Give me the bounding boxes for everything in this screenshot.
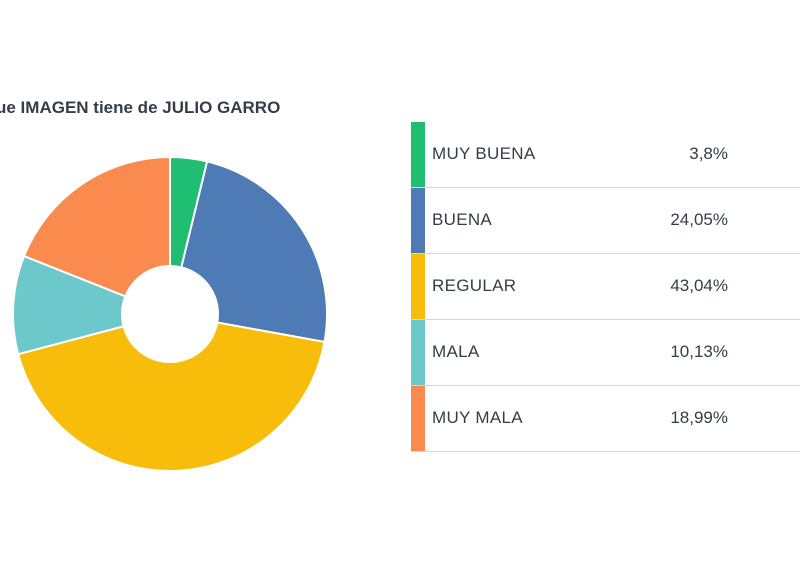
legend-value-regular: 43,04%: [670, 276, 728, 295]
legend-value-buena: 24,05%: [670, 210, 728, 229]
legend-row-muy-buena: MUY BUENA 3,8%: [411, 122, 800, 188]
legend-value-mala: 10,13%: [670, 342, 728, 361]
legend-label-muy-buena: MUY BUENA: [432, 144, 536, 163]
legend-row-muy-mala: MUY MALA 18,99%: [411, 386, 800, 452]
donut-slice-regular: [16, 321, 326, 472]
legend-swatch-mala: [411, 320, 425, 385]
legend-row-regular: REGULAR 43,04%: [411, 254, 800, 320]
legend-label-mala: MALA: [432, 342, 480, 361]
legend-row-mala: MALA 10,13%: [411, 320, 800, 386]
legend-swatch-muy-buena: [411, 122, 425, 187]
legend-label-regular: REGULAR: [432, 276, 517, 295]
legend-swatch-buena: [411, 188, 425, 253]
legend-value-muy-mala: 18,99%: [670, 408, 728, 427]
legend-table: MUY BUENA 3,8% BUENA 24,05% REGULAR 43,0…: [411, 122, 800, 452]
donut-slice-muy-mala: [22, 155, 171, 298]
legend-label-buena: BUENA: [432, 210, 493, 229]
legend-value-muy-buena: 3,8%: [689, 144, 728, 163]
chart-title: ue IMAGEN tiene de JULIO GARRO: [0, 98, 281, 117]
legend-row-buena: BUENA 24,05%: [411, 188, 800, 254]
legend-label-muy-mala: MUY MALA: [432, 408, 523, 427]
donut-slice-buena: [180, 160, 328, 344]
legend-swatch-regular: [411, 254, 425, 319]
legend-swatch-muy-mala: [411, 386, 425, 451]
